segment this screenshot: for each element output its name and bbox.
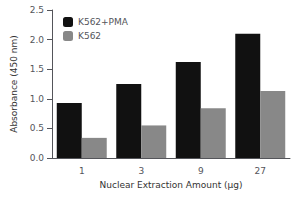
svg-text:1.5: 1.5 xyxy=(30,64,44,74)
svg-text:2.5: 2.5 xyxy=(30,5,44,15)
svg-text:1: 1 xyxy=(79,166,85,176)
svg-text:27: 27 xyxy=(255,166,266,176)
svg-text:K562: K562 xyxy=(78,31,101,41)
svg-text:3: 3 xyxy=(138,166,144,176)
svg-text:K562+PMA: K562+PMA xyxy=(78,17,129,27)
svg-text:Absorbance (450 nm): Absorbance (450 nm) xyxy=(9,35,19,133)
svg-text:Nuclear Extraction Amount (µg): Nuclear Extraction Amount (µg) xyxy=(100,180,243,190)
svg-text:0.0: 0.0 xyxy=(30,153,45,163)
svg-text:1.0: 1.0 xyxy=(30,94,45,104)
svg-text:9: 9 xyxy=(198,166,204,176)
svg-text:2.0: 2.0 xyxy=(30,35,45,45)
svg-text:0.5: 0.5 xyxy=(30,123,44,133)
